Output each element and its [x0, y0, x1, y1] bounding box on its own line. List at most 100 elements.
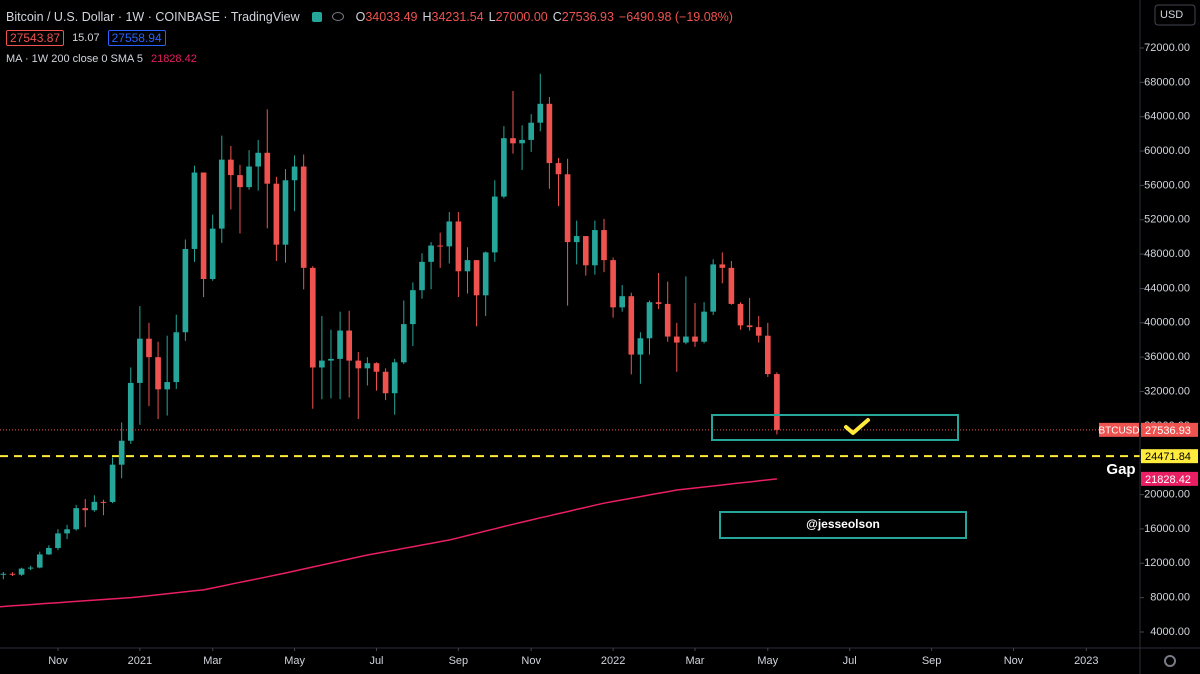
y-tick-label: 20000.00 — [1144, 488, 1190, 500]
candle-body — [255, 152, 261, 167]
x-tick-label: Jul — [369, 655, 383, 667]
candle-body — [510, 138, 516, 144]
y-tick-label: 56000.00 — [1144, 179, 1190, 191]
candle-body — [610, 260, 616, 308]
ma-badge — [1141, 471, 1198, 486]
candle-body — [209, 228, 216, 280]
y-tick-label: 12000.00 — [1144, 557, 1190, 569]
symbol-badge — [1099, 422, 1139, 437]
x-tick-label: 2023 — [1074, 655, 1098, 667]
legend: Bitcoin / U.S. Dollar · 1W · COINBASE · … — [6, 8, 738, 71]
candle-body — [264, 152, 271, 184]
candle-body — [355, 360, 362, 369]
candle-body — [146, 338, 152, 358]
ma-line — [0, 478, 777, 608]
candle-body — [746, 325, 753, 328]
symbol-title: Bitcoin / U.S. Dollar · 1W · COINBASE · … — [6, 9, 300, 24]
candle-body — [455, 221, 462, 272]
candle-body — [482, 252, 489, 296]
candle-body — [592, 230, 598, 266]
y-tick-label: 16000.00 — [1144, 523, 1190, 535]
market-icon — [311, 11, 322, 22]
candle-body — [127, 382, 134, 441]
y-tick-label: 32000.00 — [1144, 385, 1190, 397]
x-tick-label: Nov — [521, 655, 541, 667]
candle-body — [337, 330, 343, 359]
ma-name: MA · 1W 200 close 0 SMA 5 — [6, 52, 143, 65]
watermark: @jesseolson — [806, 517, 880, 531]
currency-button[interactable] — [1154, 4, 1196, 26]
watermark-box — [719, 511, 967, 539]
candle-body — [282, 180, 289, 245]
y-tick-label: 72000.00 — [1144, 42, 1190, 54]
candle-body — [91, 501, 98, 511]
plot-area — [0, 73, 1140, 608]
x-tick-label: 2021 — [128, 655, 152, 667]
quote-row: 27543.87 15.07 27558.94 — [6, 29, 738, 46]
candle-body — [182, 248, 189, 333]
candle-body — [446, 221, 453, 247]
candle-body — [237, 175, 243, 188]
candle-body — [82, 508, 89, 511]
candle-body — [391, 362, 398, 394]
y-tick-label: 64000.00 — [1144, 111, 1190, 123]
visibility-icon[interactable] — [331, 12, 344, 21]
legend-row: Bitcoin / U.S. Dollar · 1W · COINBASE · … — [6, 8, 738, 25]
y-tick-label: 48000.00 — [1144, 248, 1190, 260]
candle-body — [137, 338, 143, 383]
candle-body — [564, 174, 571, 243]
candle-body — [0, 573, 7, 575]
candle-body — [774, 374, 780, 430]
candle-body — [328, 358, 334, 361]
ohlc-prefix: L — [488, 9, 496, 24]
candle-body — [464, 260, 471, 272]
settings-icon[interactable] — [1164, 655, 1176, 667]
gap-label: Gap — [1106, 461, 1135, 478]
symbol-label: BTCUSD — [1098, 425, 1139, 436]
ma-value: 21828.42 — [150, 52, 197, 65]
currency-label[interactable]: USD — [1160, 9, 1183, 21]
x-tick-label: Sep — [449, 655, 469, 667]
candle-body — [491, 196, 498, 253]
x-tick-label: Sep — [922, 655, 942, 667]
spread: 15.07 — [72, 31, 100, 44]
candle-body — [309, 267, 316, 368]
candle-body — [55, 533, 61, 548]
candle-body — [528, 122, 535, 140]
candle-body — [473, 260, 480, 296]
candle-body — [537, 103, 544, 123]
candle-body — [300, 166, 307, 268]
ohlc-prefix: H — [422, 9, 432, 24]
ohlc-value: 27000.00 — [495, 9, 548, 24]
candle-body — [291, 166, 298, 181]
candle-body — [710, 264, 717, 312]
candle-body — [573, 236, 580, 243]
price-badge — [1141, 422, 1198, 437]
candle-body — [637, 338, 644, 355]
x-tick-label: May — [757, 655, 778, 667]
candle-body — [100, 501, 107, 503]
candle-body — [173, 332, 180, 383]
ohlc-value: −6490.98 (−19.08%) — [618, 9, 733, 24]
level-label: 24471.84 — [1145, 451, 1191, 463]
candle-body — [273, 183, 280, 245]
candle-body — [164, 382, 170, 390]
y-tick-label: 8000.00 — [1150, 592, 1190, 604]
candle-body — [646, 302, 653, 339]
candle-body — [546, 103, 553, 164]
candle-body — [155, 357, 161, 390]
candle-body — [764, 335, 771, 375]
candle-body — [218, 159, 225, 229]
candle-body — [36, 554, 43, 568]
x-tick-label: Mar — [203, 655, 222, 667]
candle-body — [373, 363, 380, 372]
candle-body — [683, 336, 689, 343]
candle-body — [364, 363, 371, 369]
candle-body — [673, 336, 680, 343]
ma-label: 21828.42 — [1145, 474, 1191, 486]
y-tick-label: 60000.00 — [1144, 145, 1190, 157]
support-box — [711, 414, 959, 441]
candle-body — [109, 464, 116, 502]
